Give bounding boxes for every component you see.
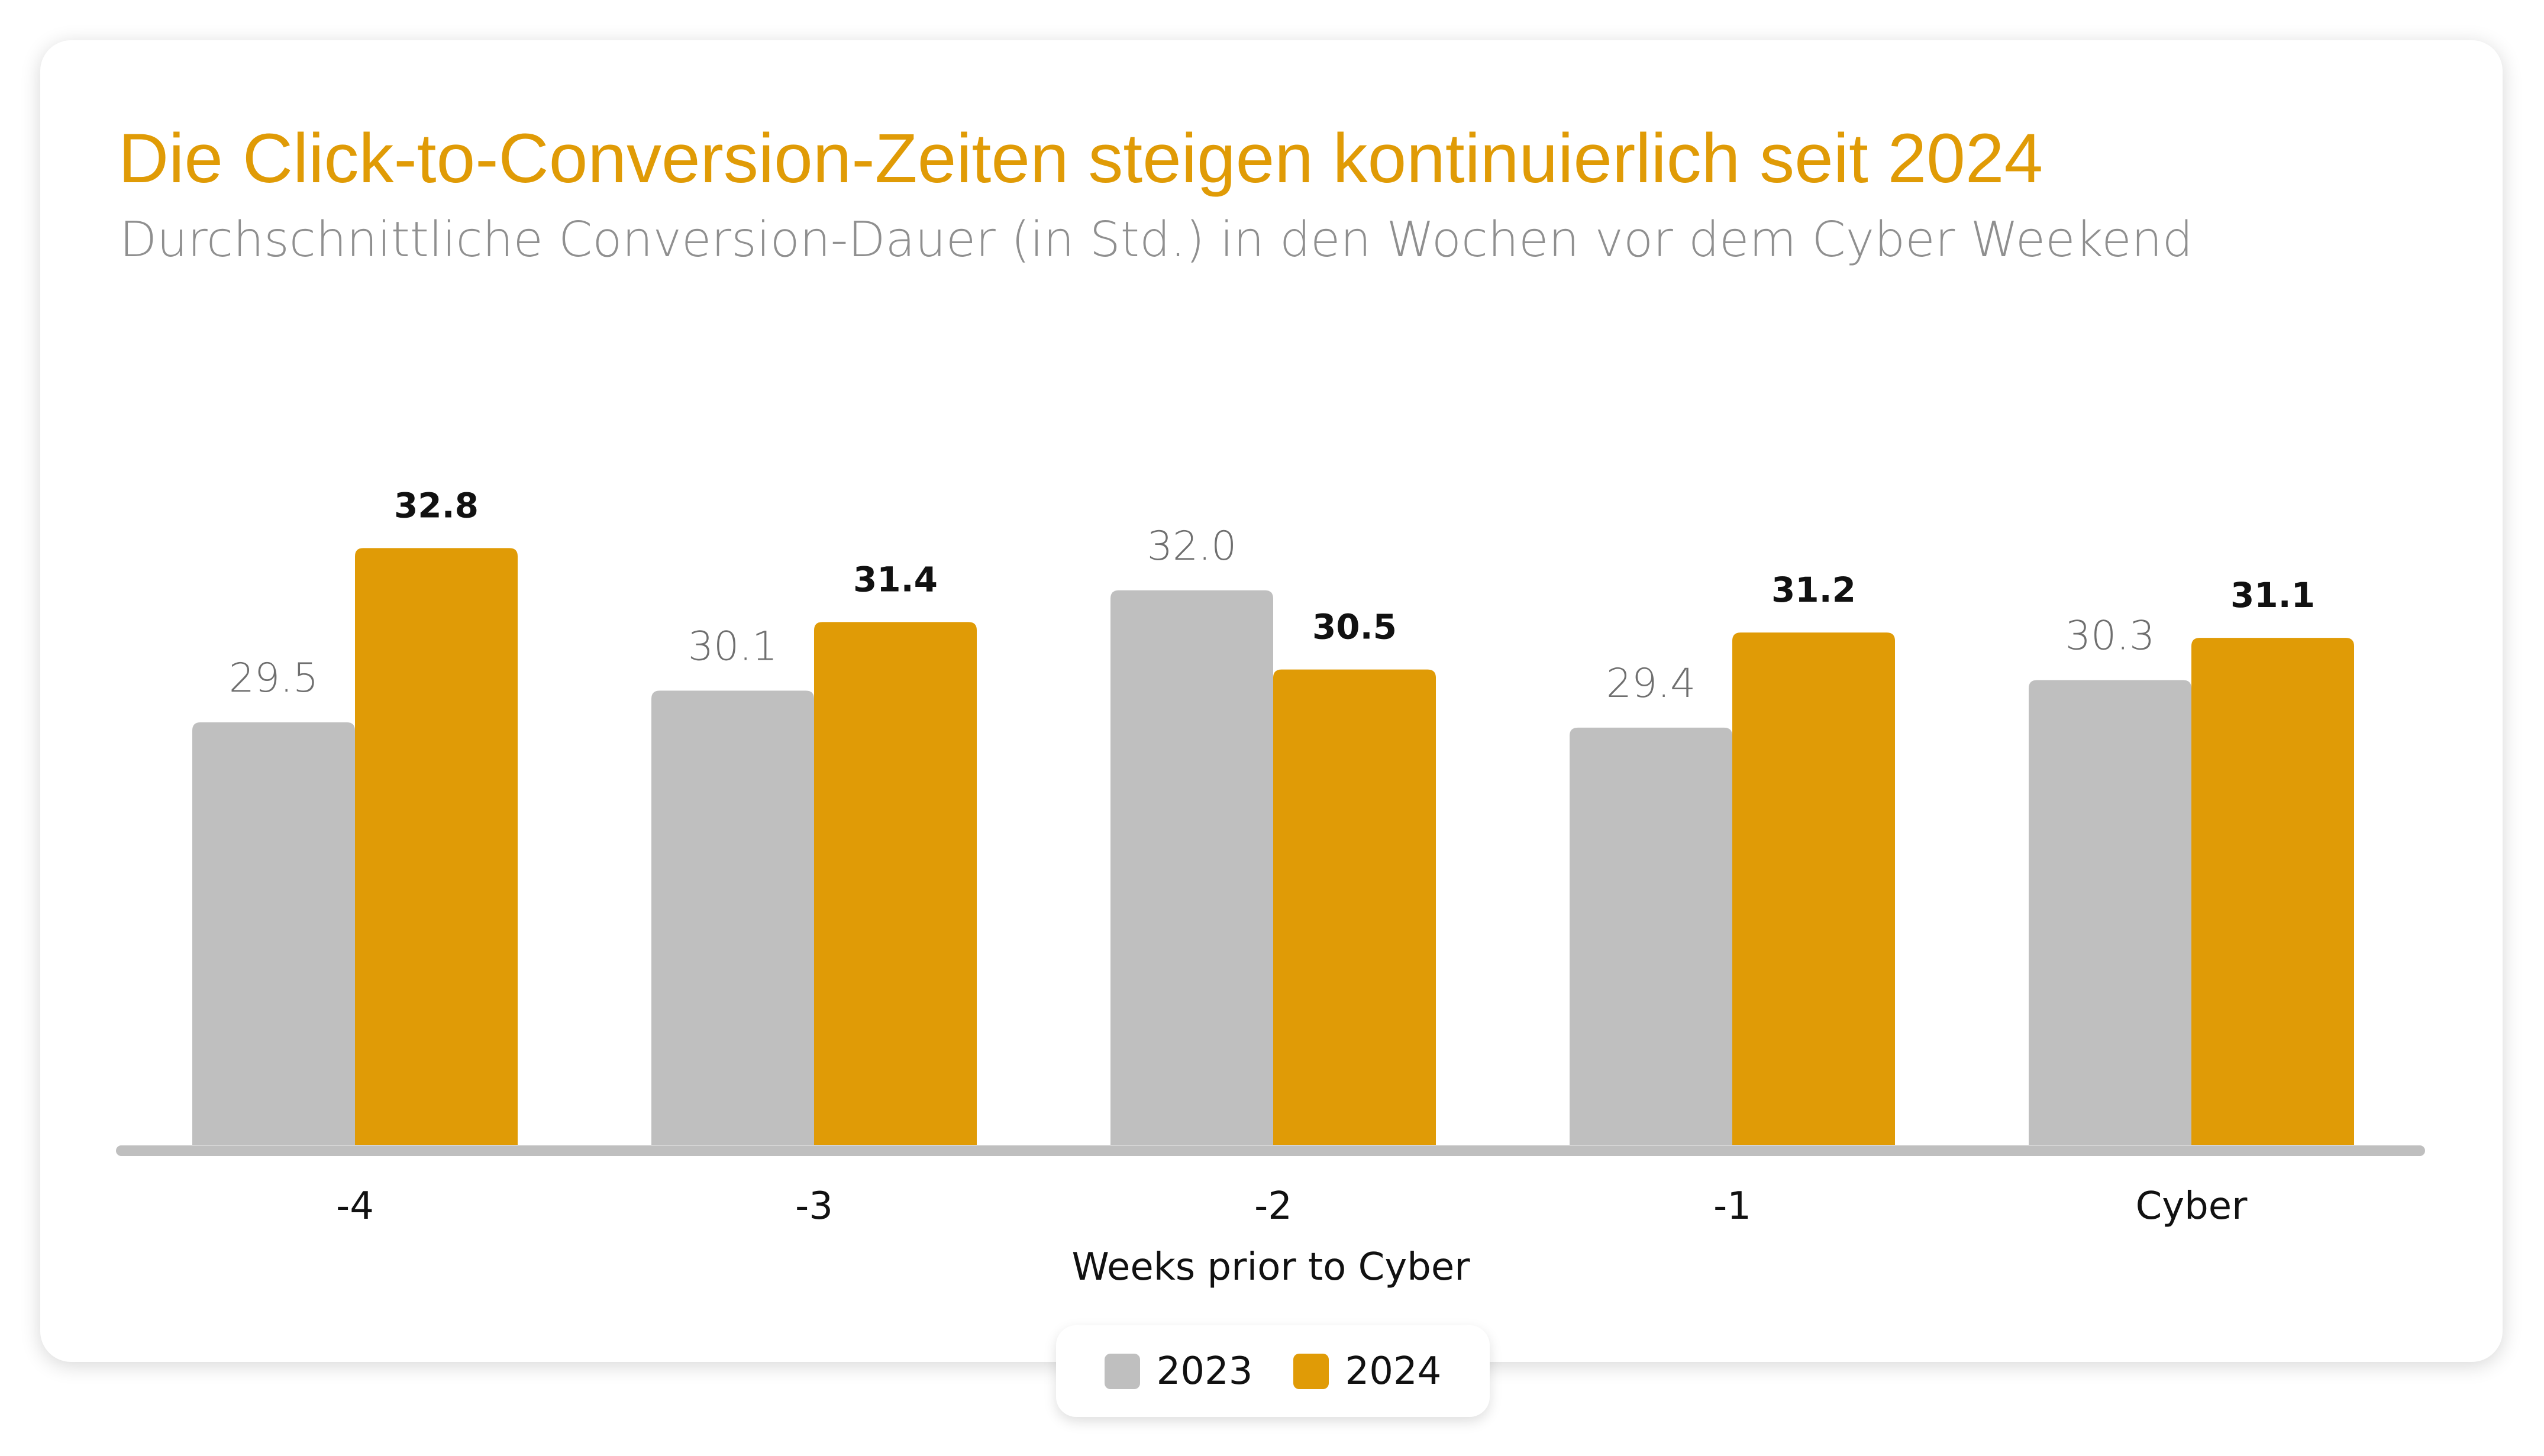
data-label-2024-weekminus1: 31.2: [1771, 570, 1856, 610]
x-tick-label: Cyber: [2136, 1184, 2248, 1228]
bar-2023-weekminus2[interactable]: [1110, 590, 1273, 1145]
bar-2023-weekminus3[interactable]: [651, 690, 814, 1145]
data-label-2023-weekminus1: 29.4: [1606, 660, 1696, 707]
legend-item-2023[interactable]: 2023: [1104, 1349, 1253, 1393]
data-label-2023-weekminus3: 30.1: [688, 623, 777, 670]
chart-subtitle: Durchschnittliche Conversion-Dauer (in S…: [120, 212, 2193, 268]
legend: 2023 2024: [1056, 1325, 1490, 1417]
x-axis-title: Weeks prior to Cyber: [1071, 1245, 1470, 1289]
x-tick-label: -4: [336, 1184, 374, 1228]
data-label-2024-cyber: 31.1: [2230, 575, 2315, 615]
data-label-2024-weekminus2: 30.5: [1312, 607, 1397, 647]
legend-swatch-2023: [1104, 1353, 1140, 1389]
legend-item-2024[interactable]: 2024: [1293, 1349, 1442, 1393]
data-label-2023-cyber: 30.3: [2065, 613, 2155, 660]
data-label-2023-weekminus2: 32.0: [1147, 523, 1237, 570]
x-tick-label: -1: [1713, 1184, 1751, 1228]
bar-2023-weekminus1[interactable]: [1570, 727, 1732, 1145]
legend-swatch-2024: [1293, 1353, 1329, 1389]
x-tick-label: -3: [795, 1184, 833, 1228]
bar-2024-weekminus3[interactable]: [814, 622, 977, 1145]
bar-2023-cyber[interactable]: [2029, 680, 2191, 1145]
x-tick-label: -2: [1254, 1184, 1292, 1228]
bar-2024-weekminus2[interactable]: [1273, 669, 1436, 1145]
bar-2023-weekminus4[interactable]: [192, 722, 355, 1145]
data-label-2024-weekminus4: 32.8: [394, 485, 479, 525]
data-label-2024-weekminus3: 31.4: [853, 559, 938, 599]
bar-2024-cyber[interactable]: [2191, 638, 2354, 1145]
legend-label-2023: 2023: [1156, 1349, 1253, 1393]
data-label-2023-weekminus4: 29.5: [229, 655, 318, 702]
bar-2024-weekminus1[interactable]: [1732, 632, 1895, 1145]
legend-label-2024: 2024: [1345, 1349, 1442, 1393]
chart-title: Die Click-to-Conversion-Zeiten steigen k…: [118, 120, 2043, 198]
bar-2024-weekminus4[interactable]: [355, 548, 518, 1145]
